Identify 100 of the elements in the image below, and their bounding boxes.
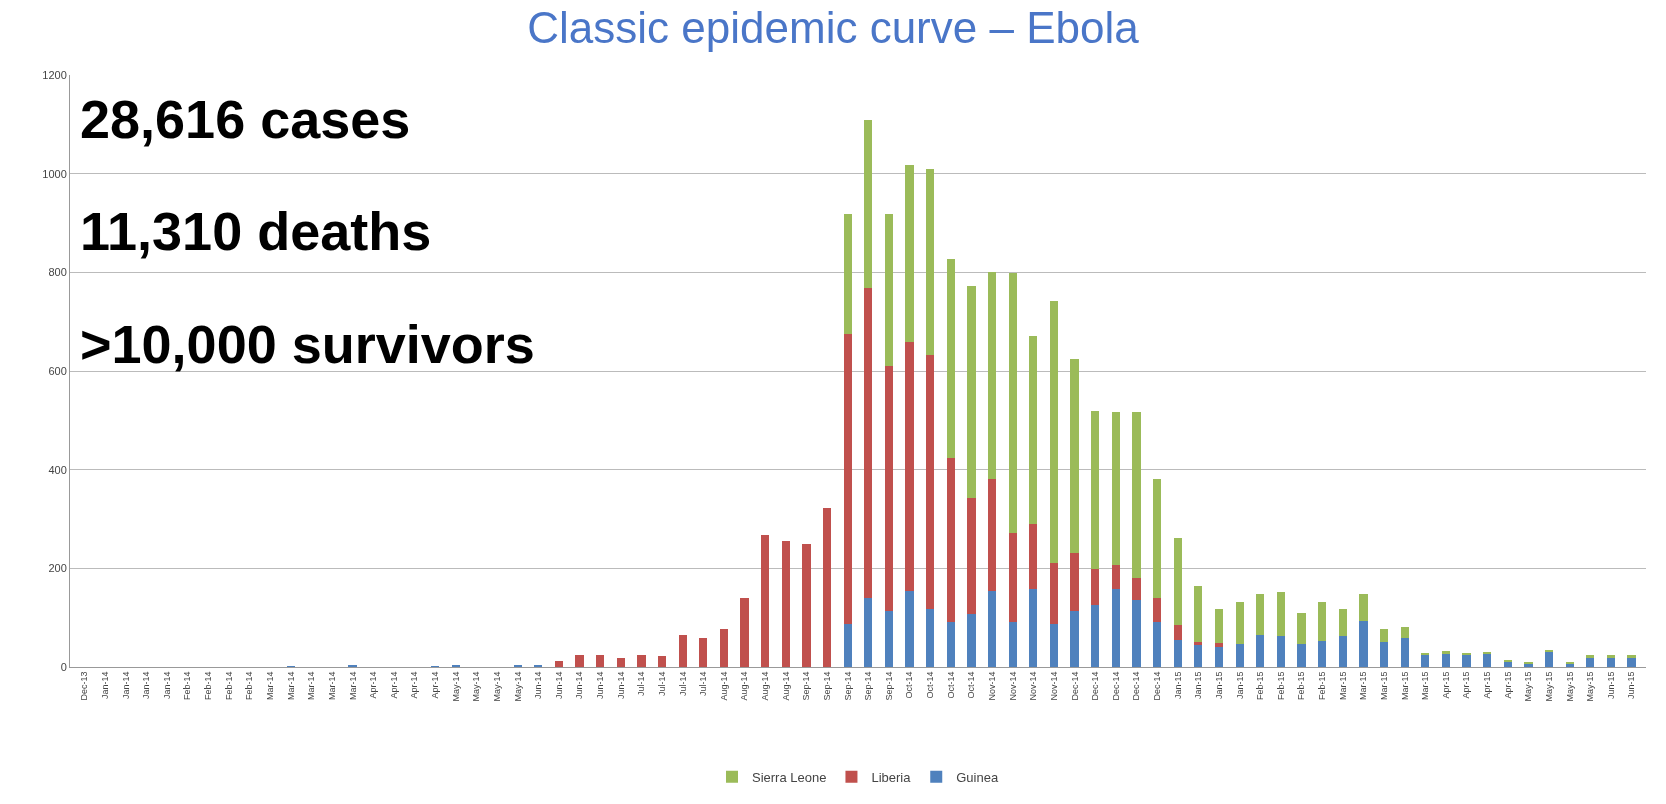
- x-tick-label: Feb-14: [223, 671, 234, 701]
- x-tick-label: Nov-14: [1028, 671, 1039, 701]
- bar: [761, 534, 770, 667]
- x-tick-label: Apr-14: [430, 671, 441, 699]
- x-tick-label: Sep-14: [801, 671, 812, 701]
- x-tick-label: May-14: [450, 671, 461, 702]
- x-tick-label: Dec-14: [1110, 671, 1121, 701]
- bar: [1235, 601, 1244, 644]
- x-tick-label: May-14: [471, 671, 482, 702]
- x-tick-label: Nov-14: [987, 671, 998, 701]
- bar: [1544, 652, 1554, 667]
- bar: [1091, 411, 1100, 569]
- bar: [616, 658, 625, 667]
- bar: [1029, 335, 1038, 524]
- bar: [905, 164, 914, 343]
- legend-label: Liberia: [871, 769, 912, 785]
- x-tick-label: Jan-14: [141, 671, 152, 700]
- y-tick-label: 1000: [42, 167, 67, 180]
- bar: [1400, 637, 1409, 667]
- bar: [781, 541, 790, 667]
- bar: [884, 366, 894, 611]
- bar: [946, 259, 955, 459]
- bar: [987, 591, 997, 667]
- y-tick-label: 600: [48, 364, 67, 377]
- y-tick-label: 200: [48, 562, 67, 575]
- x-tick-label: Sep-14: [821, 671, 832, 701]
- bar: [1029, 523, 1038, 590]
- bar: [843, 333, 852, 624]
- x-tick-label: Dec-14: [1131, 671, 1142, 701]
- x-tick-label: Feb-15: [1317, 671, 1328, 701]
- bar: [864, 119, 873, 289]
- x-tick-label: Mar-15: [1358, 671, 1369, 701]
- x-tick-label: Apr-15: [1440, 671, 1451, 699]
- bar: [967, 286, 976, 499]
- x-tick-label: Oct-14: [925, 671, 936, 699]
- x-tick-label: Aug-14: [780, 671, 791, 701]
- x-tick-label: Jun-15: [1626, 671, 1637, 700]
- x-tick-label: Aug-14: [760, 671, 771, 701]
- x-tick-label: Jun-14: [615, 671, 626, 700]
- bar: [905, 591, 914, 667]
- bar: [740, 597, 749, 667]
- x-tick-label: Apr-15: [1461, 671, 1472, 699]
- x-tick-label: Dec-13: [79, 671, 90, 701]
- bar: [1152, 597, 1162, 622]
- x-tick-label: May-15: [1523, 671, 1534, 702]
- y-tick-label: 0: [60, 660, 67, 673]
- bar: [596, 654, 605, 667]
- bar: [575, 654, 584, 667]
- x-tick-label: Jul-14: [698, 671, 709, 697]
- bar: [843, 623, 852, 667]
- bar: [1049, 623, 1059, 667]
- annotation: >10,000 survivors: [80, 314, 535, 374]
- x-tick-label: Sep-14: [842, 671, 853, 701]
- y-tick-label: 1200: [42, 68, 67, 81]
- x-tick-label: Oct-14: [966, 671, 977, 699]
- x-tick-label: Mar-14: [306, 671, 317, 701]
- x-tick-label: Jun-14: [533, 671, 544, 700]
- x-tick-label: Aug-14: [739, 671, 750, 701]
- bar: [802, 543, 811, 667]
- bar: [1338, 636, 1347, 667]
- y-tick-label: 800: [48, 266, 67, 279]
- bar: [1008, 621, 1017, 667]
- x-tick-label: Jun-14: [553, 671, 564, 700]
- bar: [1111, 589, 1120, 667]
- bar: [1070, 358, 1079, 553]
- x-tick-label: Jan-14: [161, 671, 172, 700]
- bar: [1256, 594, 1265, 635]
- bar: [1152, 621, 1162, 667]
- x-tick-label: Jul-14: [677, 671, 688, 697]
- bar: [987, 478, 997, 592]
- x-tick-label: Mar-14: [347, 671, 358, 701]
- x-tick-label: Oct-14: [904, 671, 915, 699]
- bar: [926, 355, 935, 609]
- bar: [1359, 620, 1368, 667]
- bar: [1276, 591, 1286, 637]
- x-tick-label: Mar-14: [285, 671, 296, 701]
- x-tick-label: Mar-15: [1420, 671, 1431, 701]
- x-tick-label: Jan-14: [100, 671, 110, 700]
- x-tick-label: Dec-14: [1090, 671, 1101, 701]
- bar: [1318, 640, 1327, 667]
- x-tick-label: Jan-15: [1172, 671, 1183, 700]
- bar: [1152, 478, 1162, 598]
- bar: [864, 288, 873, 598]
- x-tick-label: Mar-15: [1337, 671, 1348, 701]
- bar: [1359, 594, 1368, 621]
- bar: [1132, 578, 1141, 600]
- x-tick-label: Jan-15: [1234, 671, 1245, 700]
- bar: [967, 498, 976, 615]
- bar: [1606, 655, 1616, 658]
- bar: [1070, 610, 1079, 667]
- bar: [1029, 589, 1038, 667]
- bar: [864, 597, 873, 667]
- x-tick-label: Mar-14: [265, 671, 276, 701]
- bar: [1091, 605, 1100, 667]
- bar: [1194, 645, 1203, 667]
- bar: [884, 610, 894, 667]
- x-tick-label: May-14: [512, 671, 523, 702]
- x-tick-label: Jan-15: [1213, 671, 1224, 700]
- x-tick-label: Feb-14: [182, 671, 193, 701]
- bar: [1483, 654, 1492, 667]
